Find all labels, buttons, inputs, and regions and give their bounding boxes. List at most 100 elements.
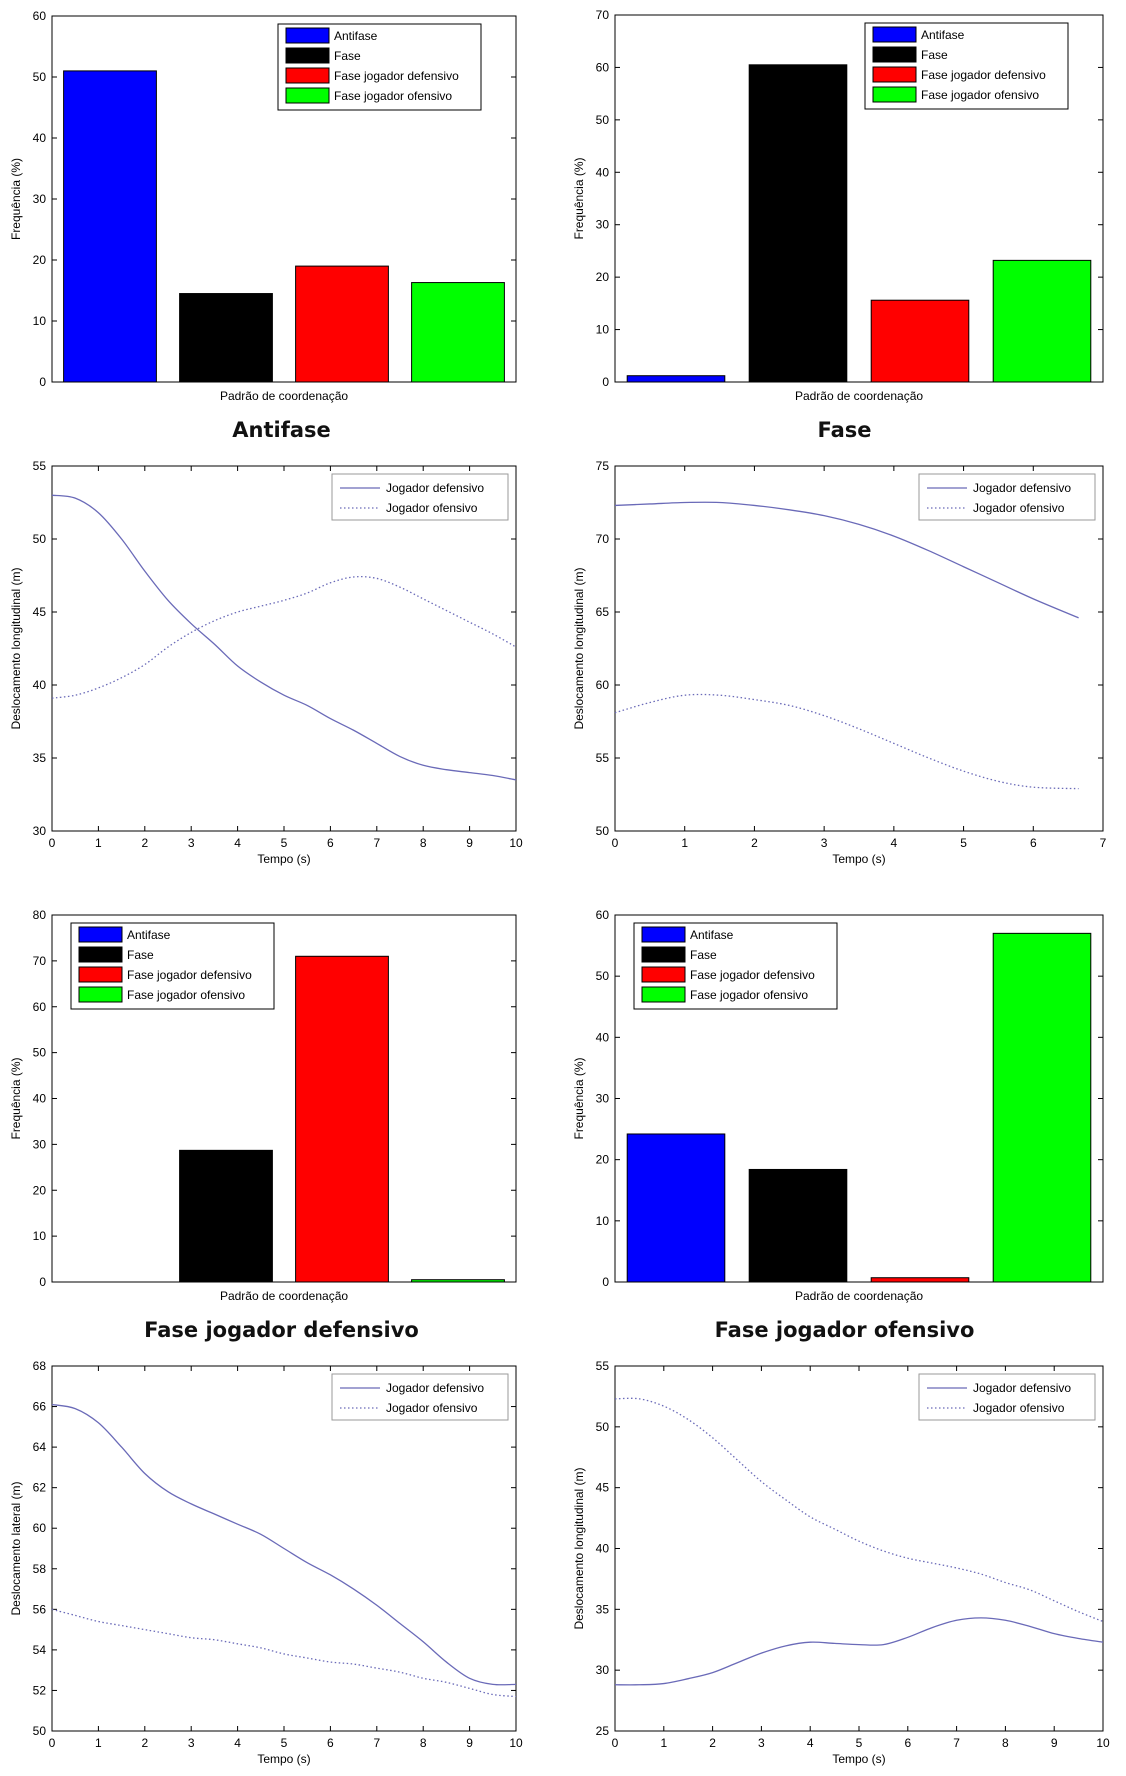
legend-swatch [78,986,123,1003]
x-tick-label: 7 [373,1736,380,1750]
legend: Antifase Fase Fase jogador defensivo Fase j… [864,22,1069,110]
y-tick-label: 30 [596,1663,610,1677]
x-tick-label: 9 [466,1736,473,1750]
x-tick-label: 6 [904,1736,911,1750]
x-tick-label: 8 [420,836,427,850]
bar-4 [992,259,1092,383]
legend-label: Jogador ofensivo [973,1401,1065,1415]
y-tick-label: 64 [33,1440,47,1454]
y-tick-label: 30 [33,1137,47,1151]
legend-label: Fase jogador ofensivo [690,988,808,1002]
y-tick-label: 60 [596,908,610,922]
legend-label: Jogador defensivo [973,481,1071,495]
y-tick-label: 25 [596,1724,610,1738]
legend-box [918,1373,1096,1421]
y-tick-label: 50 [596,969,610,983]
y-tick-label: 60 [33,9,47,23]
legend-box [331,1373,509,1421]
y-tick-label: 50 [596,1420,610,1434]
y-tick-label: 45 [596,1481,610,1495]
legend-label: Fase jogador ofensivo [127,988,245,1002]
x-tick-label: 3 [758,1736,765,1750]
x-tick-label: 3 [821,836,828,850]
chart-svg: 50 55 60 65 70 75 0 1 2 3 4 5 6 7 Tempo (s) Deslocament… [572,459,1107,866]
chart-svg: 0 10 20 30 40 50 60 70 Padrão de coordenação Freq… [572,8,1104,403]
bar-2 [748,1168,848,1283]
bar-4 [992,932,1092,1283]
y-tick-label: 10 [596,1214,610,1228]
x-tick-label: 10 [509,836,523,850]
y-tick-label: 30 [596,218,610,232]
y-tick-label: 50 [596,113,610,127]
legend-swatch [285,47,330,64]
legend-label: Antifase [127,928,171,942]
x-tick-label: 8 [420,1736,427,1750]
legend-swatch [78,966,123,983]
x-tick-label: 2 [141,836,148,850]
y-tick-label: 40 [33,1092,47,1106]
x-tick-label: 10 [1096,1736,1110,1750]
x-tick-label: 1 [681,836,688,850]
legend-label: Jogador defensivo [973,1381,1071,1395]
y-tick-label: 66 [33,1400,47,1414]
plot-frame [614,1365,1104,1732]
legend-label: Fase [127,948,154,962]
x-tick-label: 8 [1002,1736,1009,1750]
y-tick-label: 40 [596,165,610,179]
legend: Antifase Fase Fase jogador defensivo Fase j… [633,922,838,1010]
y-tick-label: 35 [33,751,47,765]
y-tick-label: 10 [33,1229,47,1243]
chart-svg: 0 10 20 30 40 50 60 Padrão de coordenação Frequê… [9,9,517,403]
x-axis-label: Padrão de coordenação [220,1289,348,1303]
x-axis-label: Padrão de coordenação [795,389,923,403]
legend-label: Fase jogador defensivo [127,968,252,982]
plot-frame [614,465,1104,832]
y-tick-label: 0 [39,375,46,389]
x-tick-label: 10 [509,1736,523,1750]
x-tick-label: 1 [95,1736,102,1750]
caption-fase-jogador-ofensivo: Fase jogador ofensivo [714,1318,975,1342]
y-tick-label: 20 [33,1183,47,1197]
legend-swatch [285,87,330,104]
chart-3: 50 55 60 65 70 75 0 1 2 3 4 5 6 7 Tempo (s) Deslocament… [572,459,1107,866]
x-tick-label: 0 [612,836,619,850]
series-line-ofensivo [51,575,517,699]
legend-swatch [641,986,686,1003]
bar-2 [748,64,848,383]
caption-fase: Fase [817,418,872,442]
legend-label: Antifase [690,928,734,942]
x-tick-label: 1 [660,1736,667,1750]
y-tick-label: 58 [33,1562,47,1576]
legend: Jogador defensivo Jogador ofensivo [918,473,1096,521]
series-line-defensivo [614,501,1079,619]
legend: Antifase Fase Fase jogador defensivo Fase j… [70,922,275,1010]
y-tick-label: 55 [33,459,47,473]
y-tick-label: 52 [33,1683,47,1697]
legend-label: Fase [690,948,717,962]
x-tick-label: 3 [188,1736,195,1750]
x-tick-label: 5 [281,836,288,850]
bar-4 [411,282,505,383]
x-tick-label: 5 [856,1736,863,1750]
bar-3 [295,265,389,383]
y-axis-label: Frequência (%) [572,1057,586,1139]
legend-label: Fase jogador ofensivo [334,89,452,103]
y-tick-label: 80 [33,908,47,922]
y-tick-label: 20 [596,270,610,284]
x-axis-label: Padrão de coordenação [220,389,348,403]
y-axis-label: Frequência (%) [572,157,586,239]
chart-5: 0 10 20 30 40 50 60 Padrão de coordenação Frequê… [572,908,1104,1303]
legend: Jogador defensivo Jogador ofensivo [331,1373,509,1421]
y-tick-label: 40 [33,131,47,145]
bar-2 [179,293,273,383]
y-tick-label: 65 [596,605,610,619]
legend-swatch [872,26,917,43]
x-tick-label: 0 [49,836,56,850]
y-tick-label: 68 [33,1359,47,1373]
y-tick-label: 50 [33,532,47,546]
y-tick-label: 75 [596,459,610,473]
chart-0: 0 10 20 30 40 50 60 Padrão de coordenação Frequê… [9,9,517,403]
legend-swatch [285,27,330,44]
chart-1: 0 10 20 30 40 50 60 70 Padrão de coordenação Freq… [572,8,1104,403]
line-chart-antifase: 30 35 40 45 50 55 0 1 2 3 4 5 6 7 8 9 10 Tempo (s) Desloca… [0,450,563,875]
